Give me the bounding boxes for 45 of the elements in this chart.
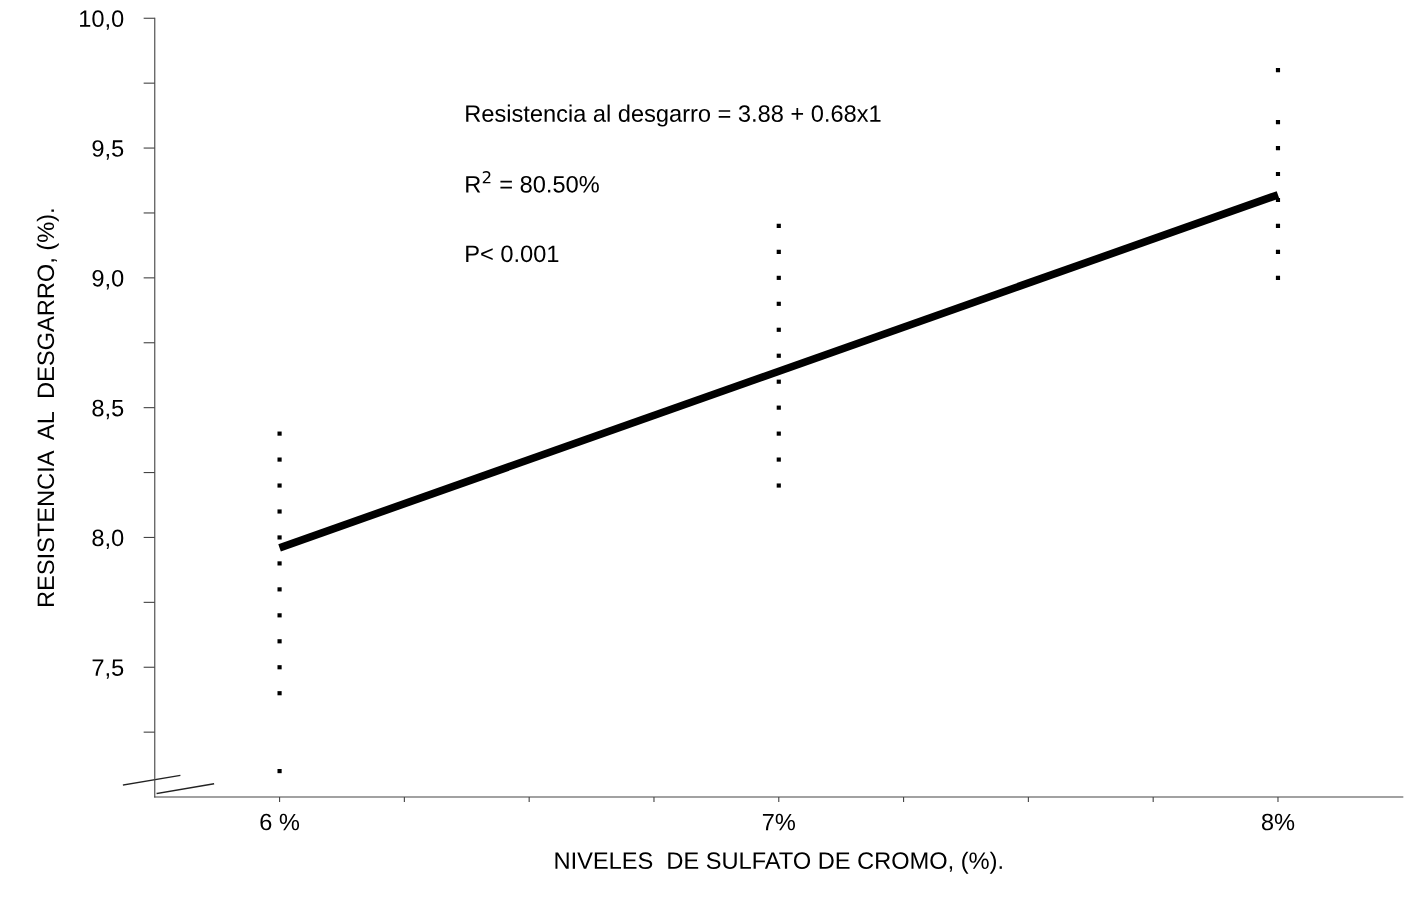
point	[1275, 275, 1281, 280]
y-tick-label: 9,5	[92, 140, 124, 160]
point	[776, 431, 781, 436]
point	[1275, 68, 1281, 73]
annotation: P< 0.001	[466, 245, 559, 263]
point	[776, 223, 781, 229]
point	[1275, 249, 1281, 254]
y-tick-label: 8,5	[92, 399, 124, 420]
point	[1275, 171, 1281, 177]
point	[776, 379, 781, 384]
point	[776, 457, 781, 462]
point	[277, 665, 282, 670]
annotation: Resistencia al desgarro = 3.88 + 0.68x1	[466, 104, 881, 127]
x-tick-label: 8%	[1261, 813, 1295, 831]
point	[277, 457, 282, 462]
point	[277, 587, 282, 592]
x-axis-title: NIVELES DE SULFATO DE CROMO, (%).	[555, 851, 1002, 874]
point	[1275, 197, 1281, 203]
y-tick-label: 9,0	[92, 269, 124, 290]
point	[277, 431, 282, 436]
point	[776, 327, 781, 332]
point	[277, 509, 282, 514]
point	[277, 561, 282, 566]
point	[277, 535, 282, 540]
point	[776, 249, 781, 254]
y-tick-label: 8,0	[92, 529, 124, 550]
point	[277, 769, 282, 774]
point	[277, 613, 282, 618]
point	[1275, 145, 1281, 151]
y-tick-label: 7,5	[92, 659, 124, 679]
point	[776, 483, 781, 488]
point	[277, 691, 282, 696]
y-tick-label: 10,0	[80, 10, 124, 30]
x-tick-label: 7%	[762, 813, 795, 831]
point	[776, 405, 781, 410]
y-axis-title: RESISTENCIA AL DESGARRO, (%).	[36, 209, 59, 607]
x-tick-label: 6 %	[260, 813, 300, 831]
point	[776, 353, 781, 358]
point	[277, 483, 282, 488]
point	[1275, 223, 1281, 229]
point	[1275, 120, 1281, 125]
point	[776, 275, 781, 280]
annotation: R$^{2}$ = 80.50%	[466, 171, 599, 193]
point	[277, 639, 282, 644]
point	[776, 301, 781, 306]
